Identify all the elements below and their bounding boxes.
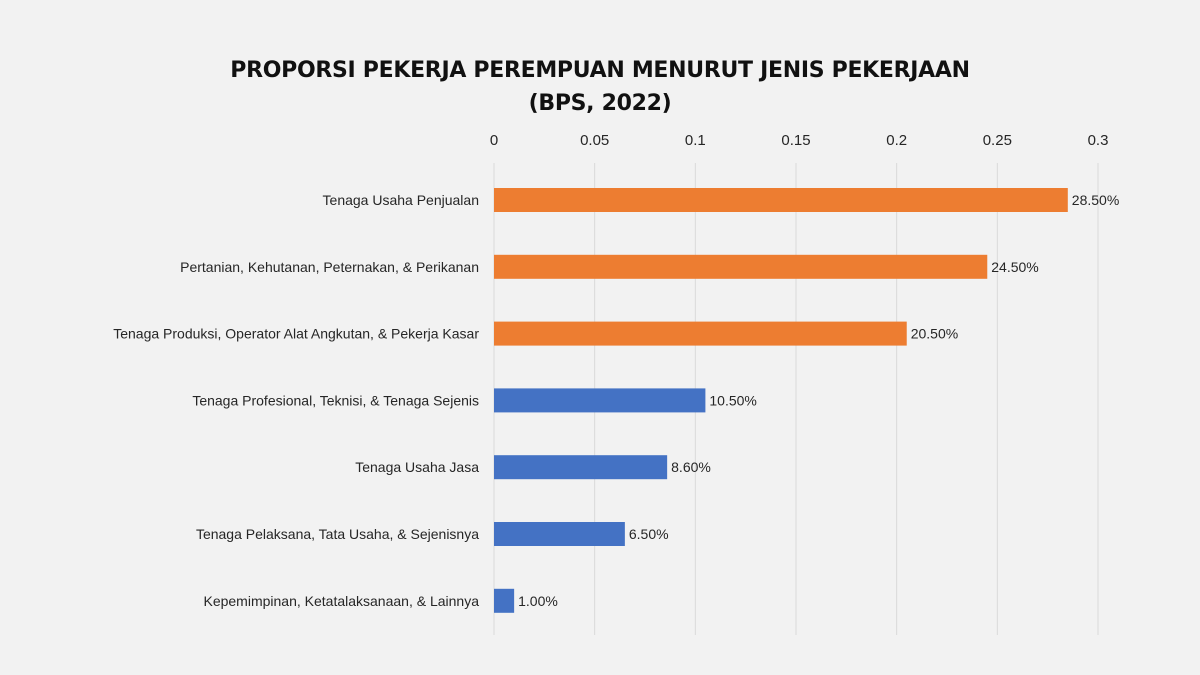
x-tick-label: 0.25 [983, 132, 1012, 149]
bar [494, 388, 706, 413]
x-tick-label: 0.15 [781, 132, 810, 149]
data-label: 20.50% [911, 326, 958, 342]
category-label: Kepemimpinan, Ketatalaksanaan, & Lainnya [203, 593, 479, 609]
data-label: 10.50% [709, 392, 756, 408]
bar [494, 321, 907, 346]
bar [494, 455, 668, 480]
chart-title: PROPORSI PEKERJA PEREMPUAN MENURUT JENIS… [230, 58, 970, 83]
bar [494, 522, 625, 546]
bar [494, 254, 988, 279]
data-label: 6.50% [629, 526, 669, 542]
category-label: Tenaga Pelaksana, Tata Usaha, & Sejenisn… [196, 526, 479, 542]
category-label: Tenaga Profesional, Teknisi, & Tenaga Se… [192, 392, 479, 408]
data-label: 24.50% [991, 259, 1038, 275]
data-label: 28.50% [1072, 192, 1119, 208]
data-label: 1.00% [518, 593, 558, 609]
chart-subtitle: (BPS, 2022) [528, 91, 672, 116]
x-tick-label: 0.3 [1088, 132, 1109, 149]
category-label: Tenaga Usaha Penjualan [323, 192, 479, 208]
x-tick-label: 0.05 [580, 132, 609, 149]
x-tick-label: 0 [490, 132, 498, 149]
x-tick-label: 0.1 [685, 132, 706, 149]
x-tick-label: 0.2 [886, 132, 907, 149]
bar [494, 188, 1068, 212]
data-label: 8.60% [671, 459, 711, 475]
category-label: Tenaga Usaha Jasa [355, 459, 479, 475]
category-label: Tenaga Produksi, Operator Alat Angkutan,… [113, 326, 479, 342]
bar [494, 588, 515, 613]
category-label: Pertanian, Kehutanan, Peternakan, & Peri… [180, 259, 479, 275]
